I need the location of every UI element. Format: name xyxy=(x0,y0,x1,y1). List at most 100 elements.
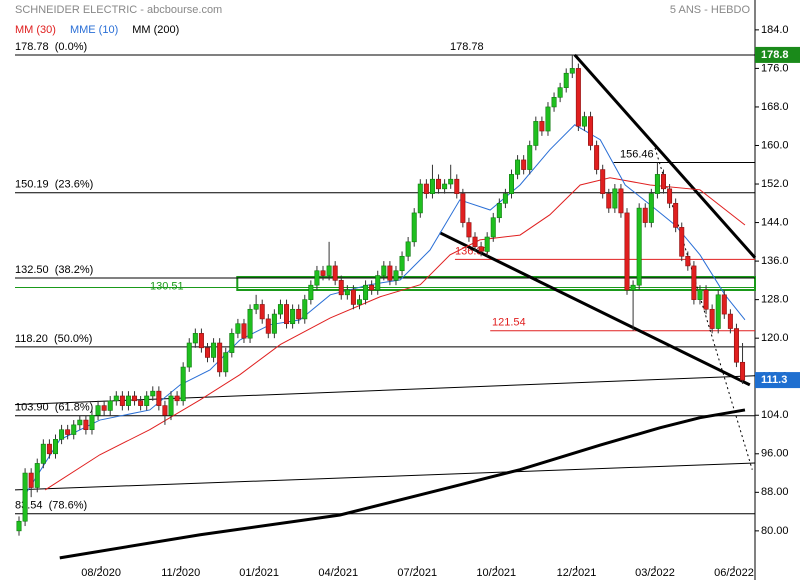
y-tick-label: 168.0 xyxy=(761,101,789,113)
candle-body xyxy=(235,323,241,334)
ma-line xyxy=(59,408,746,560)
level-label: 136.35 xyxy=(455,245,489,257)
candle-body xyxy=(211,342,217,358)
candle-body xyxy=(581,116,587,127)
high-badge: 178.8 xyxy=(761,49,789,61)
candle-body xyxy=(594,145,600,170)
x-tick-label: 03/2022 xyxy=(635,567,675,579)
y-tick-label: 128.0 xyxy=(761,294,789,306)
chart-title: SCHNEIDER ELECTRIC - abcbourse.com xyxy=(15,4,222,16)
zone-rect xyxy=(236,275,756,291)
fib-label: 178.78 (0.0%) xyxy=(15,41,87,53)
candle-body xyxy=(606,193,612,209)
candle-body xyxy=(417,183,423,214)
last-badge: 111.3 xyxy=(761,374,787,386)
last-badge-bg xyxy=(755,372,800,389)
candle-body xyxy=(697,289,703,300)
candle-body xyxy=(405,241,411,257)
candle-body xyxy=(612,188,618,209)
level-label: 178.78 xyxy=(450,41,484,53)
y-tick-label: 80.00 xyxy=(761,525,789,537)
candle-body xyxy=(691,265,697,300)
candle-body xyxy=(180,366,186,402)
candle-body xyxy=(381,265,387,276)
candle-body xyxy=(338,280,344,296)
candle-body xyxy=(271,313,277,334)
y-tick-label: 88.00 xyxy=(761,486,789,498)
candle-body xyxy=(636,207,642,286)
legend-entry: MME (10) xyxy=(70,24,118,36)
candle-body xyxy=(168,395,174,416)
candle-body xyxy=(28,472,34,488)
candle-body xyxy=(648,193,654,223)
candle-body xyxy=(150,390,156,397)
candle-body xyxy=(192,333,198,344)
candle-body xyxy=(186,342,192,368)
fib-label: 83.54 (78.6%) xyxy=(15,500,87,512)
high-badge-bg xyxy=(755,46,800,63)
candle-body xyxy=(521,159,527,170)
candle-body xyxy=(277,304,283,315)
candle-body xyxy=(296,308,302,320)
candle-body xyxy=(89,414,95,431)
candle-body xyxy=(77,419,83,426)
candle-body xyxy=(174,395,180,402)
candle-body xyxy=(569,68,575,74)
candle-body xyxy=(588,116,594,146)
y-tick-label: 104.0 xyxy=(761,409,789,421)
trendline xyxy=(14,462,756,491)
candle-body xyxy=(223,352,229,373)
y-tick-label: 96.00 xyxy=(761,448,789,460)
candle-body xyxy=(527,145,533,170)
candle-body xyxy=(302,299,308,320)
candle-body xyxy=(65,429,71,435)
x-tick-label: 01/2021 xyxy=(239,567,279,579)
candle-body xyxy=(679,227,685,257)
y-tick-label: 136.0 xyxy=(761,255,789,267)
candle-body xyxy=(247,308,253,339)
x-tick-label: 10/2021 xyxy=(476,567,516,579)
candle-body xyxy=(515,159,521,175)
candle-body xyxy=(393,270,399,281)
candle-body xyxy=(502,193,508,204)
candle-body xyxy=(642,207,648,223)
zone-label: 130.51 xyxy=(150,280,184,292)
candle-body xyxy=(241,323,247,339)
candle-body xyxy=(284,304,290,325)
candle-body xyxy=(375,275,381,291)
candle-body xyxy=(478,246,484,252)
candle-body xyxy=(733,328,739,363)
candle-body xyxy=(156,390,162,406)
trendline xyxy=(14,375,756,406)
candle-body xyxy=(40,443,46,464)
candle-body xyxy=(369,284,375,291)
candle-body xyxy=(557,87,563,98)
candle-body xyxy=(551,97,557,108)
candle-body xyxy=(259,304,265,320)
candle-body xyxy=(508,174,514,194)
candle-body xyxy=(466,222,472,238)
candle-body xyxy=(448,178,454,185)
candle-body xyxy=(144,395,150,406)
candle-body xyxy=(162,405,168,416)
candle-body xyxy=(265,318,271,334)
candle-body xyxy=(709,308,715,329)
chart-subtitle: 5 ANS - HEBDO xyxy=(670,4,751,16)
candle-body xyxy=(332,265,338,281)
candle-body xyxy=(673,202,679,228)
candle-body xyxy=(326,265,332,276)
candle-body xyxy=(34,463,40,488)
y-tick-label: 152.0 xyxy=(761,178,789,190)
candle-body xyxy=(618,188,624,214)
candle-body xyxy=(721,294,727,315)
candle-body xyxy=(496,202,502,219)
candle-body xyxy=(630,284,636,291)
trendline xyxy=(439,231,751,387)
x-tick-label: 08/2020 xyxy=(81,567,121,579)
candle-body xyxy=(490,217,496,238)
candle-body xyxy=(539,121,545,132)
candle-body xyxy=(113,395,119,402)
candle-body xyxy=(399,255,405,272)
candle-body xyxy=(740,361,746,381)
candle-body xyxy=(363,284,369,300)
